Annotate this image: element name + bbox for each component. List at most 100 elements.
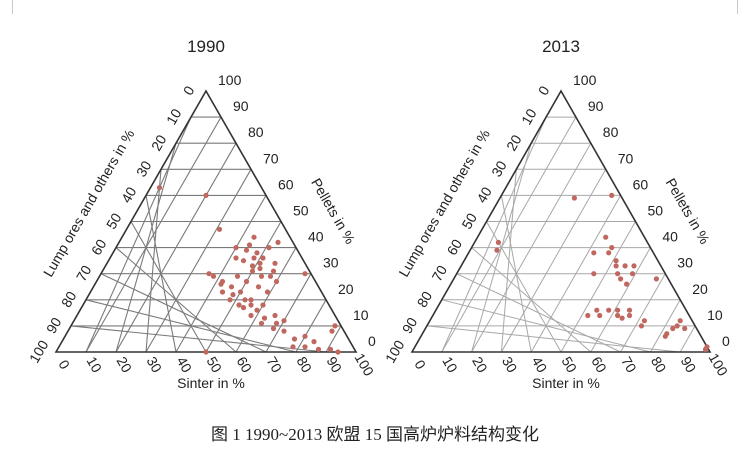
crop-mark-left xyxy=(0,0,13,14)
data-point xyxy=(494,247,500,253)
tick-label-sinter: 30 xyxy=(499,354,521,376)
tick-label-pellets: 30 xyxy=(677,255,693,271)
tick-label-lump: 90 xyxy=(399,314,421,336)
data-point xyxy=(622,263,628,269)
data-point xyxy=(255,284,262,290)
tick-label-pellets: 100 xyxy=(573,72,597,88)
tick-label-sinter: 10 xyxy=(439,354,461,376)
tick-label-lump: 60 xyxy=(88,236,110,258)
data-point xyxy=(677,318,683,324)
data-points xyxy=(156,185,341,355)
data-point xyxy=(236,302,242,308)
tick-label-lump: 10 xyxy=(518,106,540,128)
data-point xyxy=(624,281,630,287)
data-point xyxy=(291,336,298,342)
data-point xyxy=(638,323,645,329)
tick-label-pellets: 40 xyxy=(308,229,324,245)
data-point xyxy=(571,195,578,201)
grid-line xyxy=(456,273,621,353)
grid-line xyxy=(590,247,651,353)
data-point xyxy=(653,276,660,282)
data-point xyxy=(258,320,265,326)
data-point xyxy=(237,289,244,295)
data-point xyxy=(243,278,250,285)
data-point xyxy=(267,273,274,279)
figure-caption: 图 1 1990~2013 欧盟 15 国高炉炉料结构变化 xyxy=(211,425,539,444)
tick-label-sinter: 60 xyxy=(588,354,610,376)
data-point xyxy=(234,273,241,279)
data-point xyxy=(613,258,619,264)
tick-label-lump: 40 xyxy=(118,184,140,206)
data-point xyxy=(594,307,600,313)
tick-label-lump: 0 xyxy=(180,83,198,98)
tick-label-sinter: 20 xyxy=(114,354,136,376)
data-point xyxy=(242,297,248,303)
grid-lines xyxy=(70,116,342,353)
data-point xyxy=(332,323,338,329)
grid-line xyxy=(235,247,297,353)
data-point xyxy=(302,271,308,277)
data-point xyxy=(327,346,334,352)
data-point xyxy=(251,255,257,261)
data-point xyxy=(618,276,624,282)
data-point xyxy=(674,323,680,329)
grid-line xyxy=(265,273,312,353)
tick-label-pellets: 40 xyxy=(662,229,678,245)
data-point xyxy=(272,260,278,266)
data-point xyxy=(641,318,648,324)
tick-label-lump: 20 xyxy=(148,132,170,154)
grid-line xyxy=(130,221,207,353)
grid-line xyxy=(426,325,681,353)
data-point xyxy=(230,292,236,298)
data-point xyxy=(335,349,341,355)
tick-label-pellets: 50 xyxy=(648,203,664,219)
tick-label-sinter: 80 xyxy=(294,354,316,376)
data-point xyxy=(243,247,250,253)
data-point xyxy=(273,278,280,285)
data-point xyxy=(246,242,253,248)
grid-line xyxy=(100,273,267,353)
data-point xyxy=(227,297,233,303)
data-point xyxy=(609,192,615,198)
data-point xyxy=(302,333,308,339)
axis-label-sinter: Sinter in % xyxy=(177,375,245,391)
grid-line xyxy=(471,247,592,353)
data-point xyxy=(585,312,591,319)
tick-label-pellets: 80 xyxy=(603,124,619,140)
data-point xyxy=(264,289,271,295)
tick-label-pellets: 90 xyxy=(588,98,604,114)
tick-label-lump: 70 xyxy=(429,262,451,284)
data-point xyxy=(219,278,226,285)
data-point xyxy=(248,297,254,303)
data-point xyxy=(240,305,247,311)
tick-label-lump: 100 xyxy=(382,337,408,365)
data-point xyxy=(704,344,710,350)
tick-label-sinter: 100 xyxy=(706,350,732,378)
tick-label-lump: 70 xyxy=(73,262,95,284)
axis-label-sinter: Sinter in % xyxy=(532,375,600,391)
data-point xyxy=(233,255,239,261)
tick-label-pellets: 60 xyxy=(278,176,294,192)
grid-line xyxy=(145,169,252,353)
tick-label-pellets: 20 xyxy=(338,281,354,297)
data-point xyxy=(329,328,335,334)
triangle-frame xyxy=(410,89,712,353)
data-point xyxy=(631,263,637,269)
tick-label-sinter: 60 xyxy=(234,354,256,376)
tick-label-sinter: 90 xyxy=(678,354,700,376)
data-point xyxy=(266,245,272,251)
data-point xyxy=(248,312,254,319)
data-point xyxy=(615,312,621,319)
data-point xyxy=(281,328,287,334)
crop-mark-right xyxy=(737,0,750,14)
data-point xyxy=(682,325,688,332)
tick-label-pellets: 0 xyxy=(368,333,376,349)
data-point xyxy=(216,226,223,232)
tick-label-sinter: 90 xyxy=(324,354,346,376)
data-point xyxy=(615,271,621,277)
tick-label-pellets: 80 xyxy=(248,124,264,140)
tick-label-lump: 60 xyxy=(443,236,465,258)
data-point xyxy=(275,239,281,245)
data-point xyxy=(156,185,163,191)
